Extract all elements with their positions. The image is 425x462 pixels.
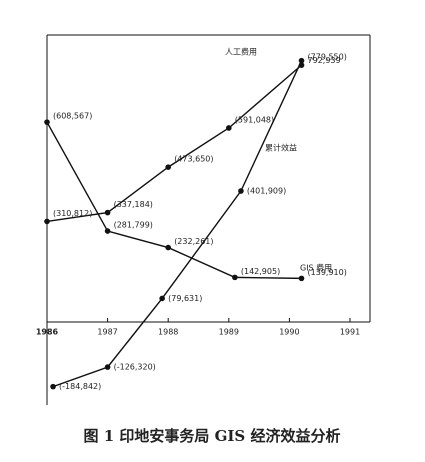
x-tick-label: 1989 — [219, 328, 239, 337]
series-name: 累计效益 — [265, 143, 297, 153]
data-label: (401,909) — [247, 187, 286, 196]
data-point — [44, 119, 50, 125]
series-name: GIS 费用 — [300, 263, 332, 273]
x-tick-label: 1986 — [36, 328, 59, 337]
data-point — [104, 364, 111, 370]
data-point — [44, 218, 50, 225]
data-label: (139,910) — [308, 268, 347, 277]
data-point — [104, 228, 111, 234]
data-point — [298, 275, 305, 282]
data-point — [159, 295, 165, 302]
data-label: (281,799) — [114, 221, 153, 230]
data-label: (779,550) — [308, 53, 347, 62]
data-point — [232, 274, 238, 281]
data-point — [50, 383, 56, 390]
data-point — [298, 57, 305, 64]
data-point — [104, 209, 111, 216]
data-label: (591,048) — [235, 115, 274, 124]
x-tick-label: 1990 — [279, 328, 299, 337]
caption: 图 1 印地安事务局 GIS 经济效益分析 — [84, 427, 341, 445]
x-tick-label: 1991 — [340, 328, 360, 337]
series-name: 人工费用 — [225, 47, 257, 57]
x-tick-label: 1987 — [97, 328, 117, 337]
data-point — [238, 188, 244, 194]
data-label: (-126,320) — [114, 363, 156, 372]
series-line — [46, 121, 302, 280]
data-point — [165, 244, 171, 251]
data-label: (79,631) — [168, 294, 202, 303]
data-label: (337,184) — [114, 200, 153, 209]
data-point — [165, 164, 171, 170]
x-tick-label: 1988 — [158, 328, 178, 337]
data-label: (608,567) — [53, 112, 92, 121]
data-label: 792,939 — [308, 56, 341, 65]
data-label: (473,650) — [174, 155, 213, 164]
data-label: (-184,842) — [59, 382, 101, 391]
data-label: (310,812) — [53, 209, 92, 218]
data-label: (142,905) — [241, 267, 280, 276]
data-point — [226, 125, 232, 131]
data-label: (232,261) — [174, 237, 213, 246]
series-line — [52, 60, 303, 388]
